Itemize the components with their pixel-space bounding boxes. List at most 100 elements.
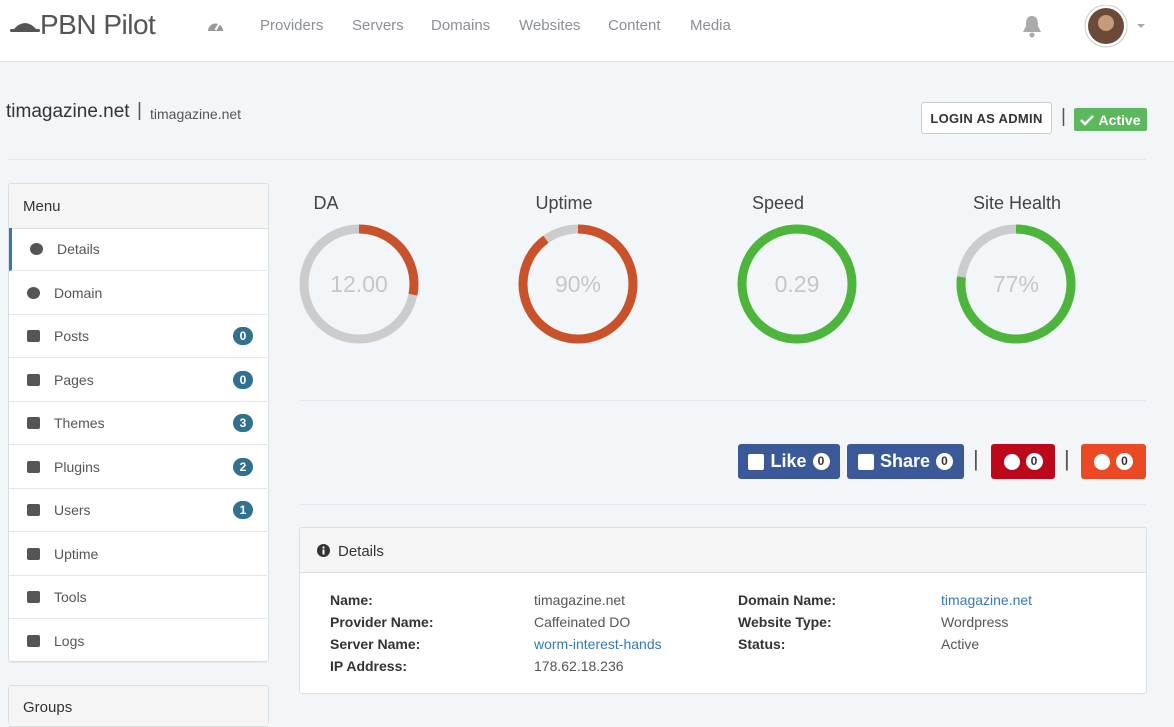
details-title: Details xyxy=(338,543,384,560)
social-button[interactable]: Like 0 xyxy=(738,444,840,479)
detail-value: Caffeinated DO xyxy=(534,614,631,630)
divider xyxy=(8,159,1146,160)
count-badge: 0 xyxy=(233,327,253,345)
details-panel: Details Name: timagazine.net Domain Name: t… xyxy=(299,527,1147,694)
menu-label: Logs xyxy=(54,632,85,649)
gauge-title: Speed xyxy=(751,193,805,213)
gauge-arc xyxy=(518,224,638,344)
gauge-arc xyxy=(956,224,1076,344)
menu-label: Themes xyxy=(54,415,105,431)
details-header: Details xyxy=(300,528,1146,573)
menu-item[interactable]: Pages 0 xyxy=(9,359,267,402)
menu-label: Plugins xyxy=(54,458,100,475)
count-badge: 3 xyxy=(233,414,253,432)
menu-item[interactable]: Uptime xyxy=(9,533,267,576)
menu-item[interactable]: Details xyxy=(9,228,267,271)
gauges xyxy=(299,224,1076,344)
social-count: 0 xyxy=(1025,453,1043,470)
gauge-value: 90% xyxy=(554,271,602,297)
gauge-arc xyxy=(737,224,857,344)
nav-link[interactable]: Media xyxy=(690,17,731,34)
detail-value: timagazine.net xyxy=(534,592,626,608)
gauge-title: Uptime xyxy=(535,193,593,213)
logo-icon xyxy=(10,23,40,32)
social-icon xyxy=(1003,453,1020,470)
menu-icon xyxy=(27,286,40,299)
user-menu[interactable] xyxy=(1083,5,1149,49)
site-title: timagazine.net xyxy=(6,101,130,122)
login-as-admin-button[interactable]: LOGIN AS ADMIN xyxy=(921,102,1052,134)
menu-label: Domain xyxy=(54,284,103,301)
menu-icon xyxy=(27,504,40,516)
menu-icon xyxy=(27,547,40,560)
separator: | xyxy=(137,100,142,121)
social-button[interactable]: 0 xyxy=(991,444,1055,479)
detail-value[interactable]: worm-interest-hands xyxy=(534,636,662,652)
detail-label: Server Name: xyxy=(330,636,421,652)
menu-header: Menu xyxy=(9,184,268,229)
separator: | xyxy=(1061,106,1066,127)
gauge-title: DA xyxy=(313,193,339,213)
menu-item[interactable]: Plugins 2 xyxy=(9,446,267,489)
gauge-title: Site Health xyxy=(972,193,1062,213)
menu-icon xyxy=(27,591,40,603)
divider xyxy=(299,504,1146,505)
site-subtitle: timagazine.net xyxy=(150,106,242,122)
menu-label: Posts xyxy=(54,328,90,344)
notification-bell[interactable] xyxy=(1021,14,1043,38)
check-icon xyxy=(1080,114,1095,126)
nav-link[interactable]: Domains xyxy=(431,17,491,34)
count-badge: 0 xyxy=(233,370,253,389)
count-badge: 1 xyxy=(233,501,253,519)
detail-value: 178.62.18.236 xyxy=(534,658,624,674)
menu-label: Users xyxy=(54,502,91,518)
menu-label: Uptime xyxy=(54,545,99,562)
menu-panel: Menu Details Domain Posts 0 Pages 0 Themes 3 Plu… xyxy=(8,183,269,663)
menu-item[interactable]: Themes 3 xyxy=(9,402,267,445)
divider xyxy=(299,400,1146,401)
social-button[interactable]: 0 xyxy=(1081,444,1146,479)
social-label: Like xyxy=(770,451,807,471)
gauge-value: 12.00 xyxy=(330,271,388,297)
detail-label: Website Type: xyxy=(738,614,832,630)
menu-item[interactable]: Users 1 xyxy=(9,489,267,532)
menu-icon xyxy=(27,634,40,647)
menu-icon xyxy=(27,460,40,473)
gauge-value: 77% xyxy=(992,271,1040,297)
detail-label: Domain Name: xyxy=(738,592,837,608)
nav-link[interactable]: Providers xyxy=(260,17,324,34)
social-label: Share xyxy=(879,451,931,471)
social-icon xyxy=(1094,453,1110,470)
nav-link[interactable]: Content xyxy=(608,17,661,34)
groups-header: Groups xyxy=(9,686,268,727)
social-count: 0 xyxy=(936,453,954,470)
gauge-arc xyxy=(299,224,419,344)
detail-value[interactable]: timagazine.net xyxy=(941,592,1033,608)
menu-icon xyxy=(27,330,40,342)
detail-label: IP Address: xyxy=(330,658,408,674)
menu-title: Menu xyxy=(23,198,61,215)
menu-label: Details xyxy=(57,241,100,257)
nav-link[interactable]: Servers xyxy=(352,17,404,34)
groups-title: Groups xyxy=(23,699,73,716)
social-icon xyxy=(857,453,874,470)
nav-link[interactable]: Websites xyxy=(519,17,581,34)
groups-panel: Groups xyxy=(8,685,269,727)
brand[interactable]: PBN Pilot xyxy=(40,9,156,40)
info-icon xyxy=(317,544,330,557)
dashboard-icon[interactable] xyxy=(207,19,224,33)
menu-item[interactable]: Posts 0 xyxy=(9,315,267,358)
menu-item[interactable]: Logs xyxy=(9,620,267,663)
detail-label: Provider Name: xyxy=(330,614,434,630)
gauge-value: 0.29 xyxy=(774,271,820,297)
detail-label: Status: xyxy=(738,636,786,652)
menu-item[interactable]: Tools xyxy=(9,576,267,619)
social-icon xyxy=(748,453,765,470)
detail-value: Wordpress xyxy=(941,614,1009,630)
status-badge: Active xyxy=(1074,108,1147,131)
count-badge: 2 xyxy=(233,457,253,476)
menu-label: Tools xyxy=(54,589,87,605)
social-button[interactable]: Share 0 xyxy=(847,444,964,479)
menu-item[interactable]: Domain xyxy=(9,272,267,315)
social-count: 0 xyxy=(1116,453,1133,470)
